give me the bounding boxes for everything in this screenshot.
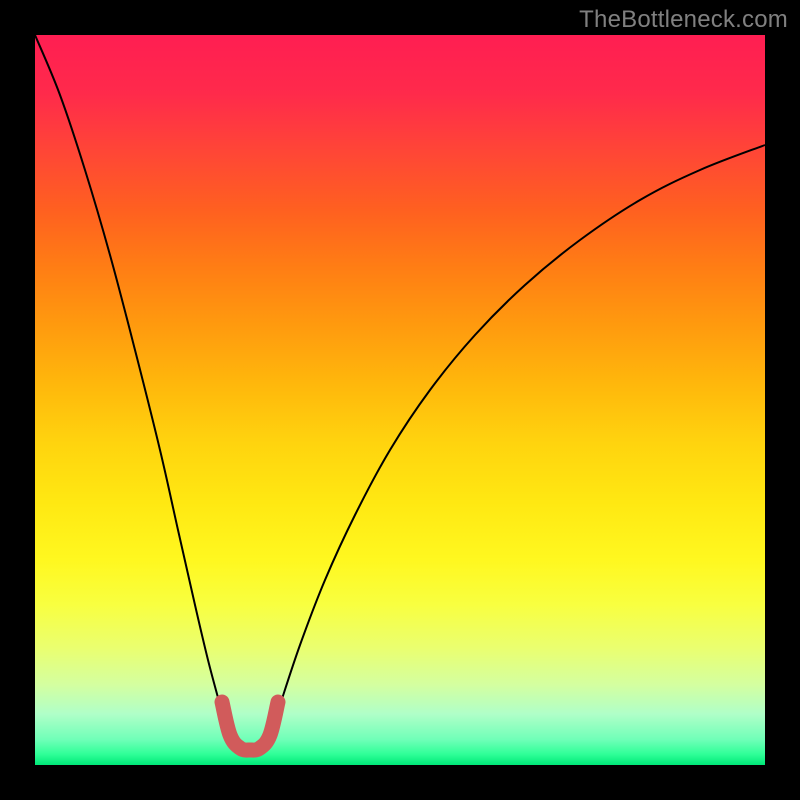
- plot-area: [35, 35, 765, 765]
- chart-container: TheBottleneck.com: [0, 0, 800, 800]
- bottleneck-chart: [0, 0, 800, 800]
- watermark-text: TheBottleneck.com: [579, 6, 788, 34]
